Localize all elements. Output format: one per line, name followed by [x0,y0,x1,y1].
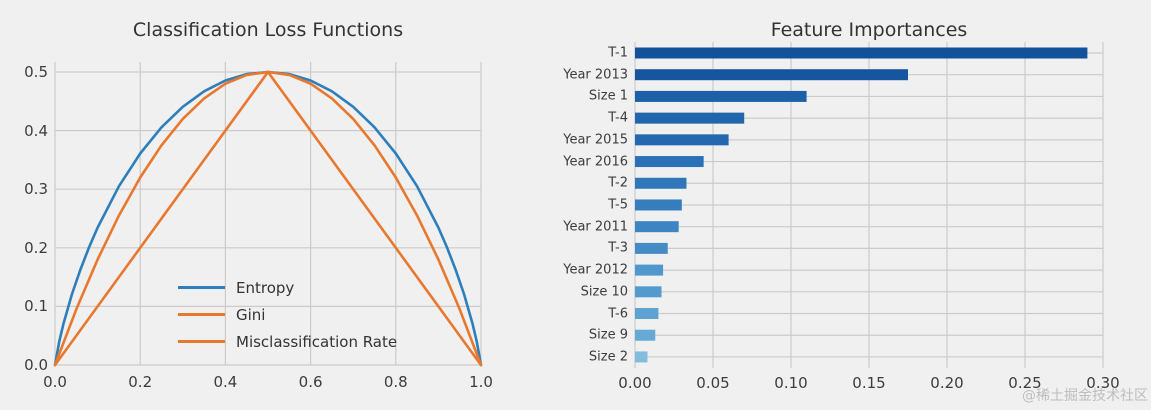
left-xtick-label: 1.0 [469,373,493,391]
legend-line-swatch [178,340,225,343]
bar-category-label: Year 2015 [563,132,628,148]
bar-category-label: Size 10 [580,284,628,300]
bar-category-label: T-4 [608,110,628,126]
left-xtick-label: 0.8 [383,373,408,391]
bar-category-label: Year 2012 [563,262,628,278]
bar-category-label: Year 2013 [563,67,628,83]
left-ytick-label: 0.2 [24,238,48,257]
right-xtick-label: 0.05 [696,374,730,392]
curve-misclassification-rate [53,70,483,367]
left-xtick-label: 0.6 [298,373,323,391]
bar-category-label: Size 9 [588,327,628,343]
bar-t-4 [635,112,745,124]
bar-t-5 [635,199,682,211]
right-chart-title: Feature Importances [770,19,968,41]
legend-label: Misclassification Rate [236,332,398,351]
bar-category-label: T-3 [608,240,628,256]
bar-category-label: T-2 [608,175,628,191]
bar-category-label: T-6 [608,306,628,322]
legend-label: Entropy [236,278,295,297]
legend-item: Gini [178,301,397,328]
watermark: @稀土掘金技术社区 [1022,388,1148,404]
legend-line-swatch [178,313,225,316]
bar-year-2016 [635,156,704,168]
left-chart-title: Classification Loss Functions [132,19,404,41]
left-ytick-label: 0.5 [24,63,48,81]
bar-category-label: Size 1 [588,88,628,104]
left-ytick-label: 0.0 [24,356,48,374]
legend-item: Misclassification Rate [178,328,397,355]
bar-category-label: T-1 [608,45,628,61]
left-xtick-label: 0.0 [43,373,67,391]
bar-t-6 [635,308,659,320]
bar-size-9 [635,329,656,341]
bar-year-2012 [635,264,664,276]
left-ytick-label: 0.1 [24,297,48,316]
left-ytick-label: 0.3 [24,180,48,199]
bar-category-label: Year 2011 [563,219,628,235]
bar-year-2015 [635,134,729,146]
bar-size-2 [635,351,648,363]
bar-category-label: Size 2 [588,349,628,365]
bar-year-2011 [635,221,679,233]
right-xtick-label: 0.00 [618,374,652,392]
right-xtick-label: 0.15 [852,374,886,392]
legend-line-swatch [178,286,225,289]
legend-label: Gini [236,305,266,324]
right-xtick-label: 0.25 [1008,374,1042,392]
right-xtick-label: 0.20 [930,374,964,392]
left-ytick-label: 0.4 [24,121,48,140]
bar-t-1 [635,47,1088,59]
legend-item: Entropy [178,274,397,301]
bar-year-2013 [635,69,908,81]
bar-category-label: Year 2016 [563,154,628,170]
right-xtick-label: 0.10 [774,374,808,392]
bar-size-1 [635,90,807,102]
right-xtick-label: 0.30 [1086,374,1120,392]
bar-t-2 [635,177,687,189]
bar-category-label: T-5 [608,197,628,213]
left-xtick-label: 0.2 [128,373,153,391]
legend: Entropy Gini Misclassification Rate [178,274,397,355]
bar-t-3 [635,242,668,254]
bar-size-10 [635,286,662,298]
left-xtick-label: 0.4 [213,373,238,391]
